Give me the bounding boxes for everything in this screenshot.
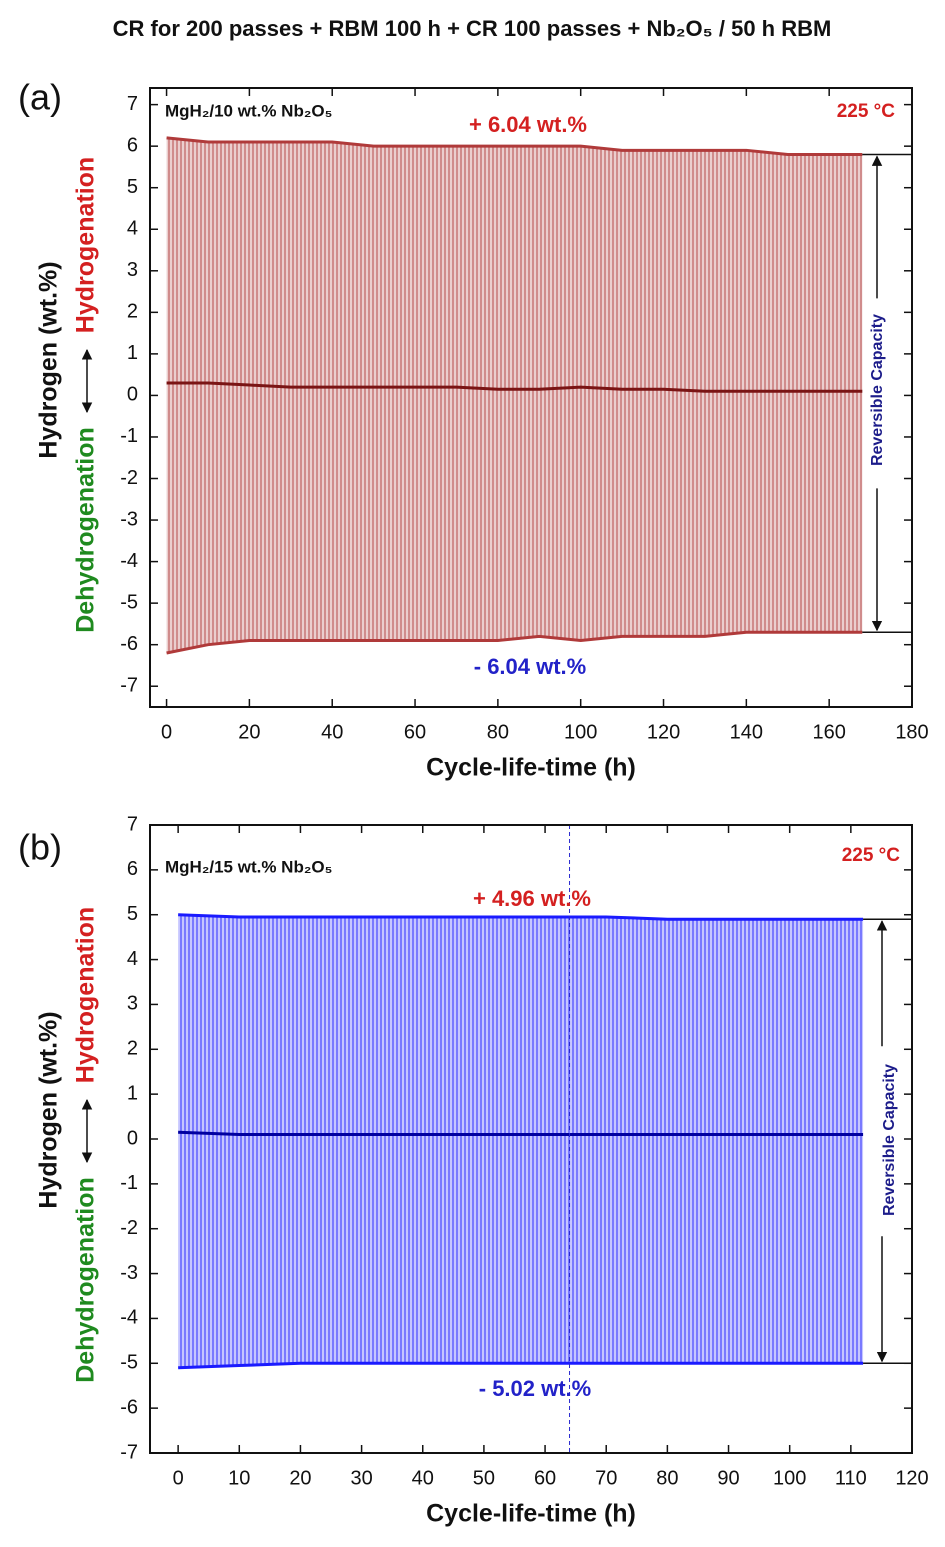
- band-fill: [166, 137, 863, 653]
- x-axis-title: Cycle-life-time (h): [426, 754, 636, 782]
- y-tick-label: 5: [127, 903, 138, 925]
- y-tick-label: 0: [127, 384, 138, 406]
- capacity-label: Reversible Capacity: [869, 314, 886, 466]
- x-tick-label: 80: [487, 721, 509, 743]
- x-tick-label: 40: [412, 1467, 434, 1489]
- y-axis-down-label: Dehydrogenation: [72, 427, 100, 633]
- x-tick-label: 20: [238, 721, 260, 743]
- y-tick-label: 1: [127, 1082, 138, 1104]
- series-line: [166, 381, 863, 393]
- x-tick-label: 0: [161, 721, 172, 743]
- y-tick-label: -7: [120, 1441, 138, 1463]
- x-tick-label: 180: [895, 721, 928, 743]
- figure-title: CR for 200 passes + RBM 100 h + CR 100 p…: [113, 16, 832, 41]
- sample-label: MgH₂/10 wt.% Nb₂O₅: [165, 101, 332, 120]
- x-tick-label: 120: [647, 721, 680, 743]
- temperature-label: 225 °C: [842, 845, 901, 866]
- y-axis-up-label: Hydrogenation: [72, 157, 100, 333]
- y-tick-label: 6: [127, 134, 138, 156]
- series-line: [178, 1361, 864, 1370]
- y-tick-label: -3: [120, 508, 138, 530]
- y-axis-up-label: Hydrogenation: [72, 907, 100, 1083]
- series-line: [178, 1130, 864, 1137]
- x-tick-label: 0: [173, 1467, 184, 1489]
- y-tick-label: -5: [120, 591, 138, 613]
- lower-label: - 6.04 wt.%: [474, 654, 586, 679]
- y-tick-label: -2: [120, 467, 138, 489]
- x-axis-title: Cycle-life-time (h): [426, 1500, 636, 1528]
- y-axis-title: Hydrogen (wt.%): [35, 1011, 63, 1208]
- y-tick-label: -7: [120, 675, 138, 697]
- y-tick-label: -6: [120, 633, 138, 655]
- x-tick-label: 10: [228, 1467, 250, 1489]
- sample-label: MgH₂/15 wt.% Nb₂O₅: [165, 857, 332, 876]
- y-tick-label: 7: [127, 93, 138, 115]
- panel-label: (b): [18, 827, 62, 868]
- y-axis-down-label: Dehydrogenation: [72, 1177, 100, 1383]
- y-tick-label: 6: [127, 858, 138, 880]
- series-line: [178, 913, 864, 921]
- plot-frame: [149, 87, 913, 708]
- y-tick-label: 4: [127, 948, 138, 970]
- capacity-label: Reversible Capacity: [881, 1064, 898, 1216]
- y-tick-label: 3: [127, 993, 138, 1015]
- x-tick-label: 50: [473, 1467, 495, 1489]
- x-tick-label: 40: [321, 721, 343, 743]
- y-axis-title: Hydrogen (wt.%): [35, 261, 63, 458]
- x-tick-label: 20: [289, 1467, 311, 1489]
- upper-label: + 6.04 wt.%: [469, 112, 587, 137]
- temperature-label: 225 °C: [837, 101, 896, 122]
- y-tick-label: -3: [120, 1262, 138, 1284]
- x-tick-label: 160: [812, 721, 845, 743]
- y-tick-label: 3: [127, 259, 138, 281]
- panel-label: (a): [18, 77, 62, 118]
- band-fill: [178, 914, 864, 1368]
- y-tick-label: -4: [120, 550, 138, 572]
- y-tick-label: -6: [120, 1396, 138, 1418]
- x-tick-label: 80: [656, 1467, 678, 1489]
- y-tick-label: -5: [120, 1352, 138, 1374]
- series-line: [166, 136, 863, 156]
- x-tick-label: 60: [534, 1467, 556, 1489]
- x-tick-label: 100: [564, 721, 597, 743]
- x-tick-label: 70: [595, 1467, 617, 1489]
- y-tick-label: -2: [120, 1217, 138, 1239]
- lower-label: - 5.02 wt.%: [479, 1376, 591, 1401]
- series-line: [166, 630, 863, 655]
- y-tick-label: 0: [127, 1127, 138, 1149]
- upper-label: + 4.96 wt.%: [473, 886, 591, 911]
- x-tick-label: 30: [350, 1467, 372, 1489]
- y-tick-label: -1: [120, 1172, 138, 1194]
- x-tick-label: 120: [895, 1467, 928, 1489]
- y-tick-label: 2: [127, 1038, 138, 1060]
- x-tick-label: 140: [730, 721, 763, 743]
- y-tick-label: 4: [127, 218, 138, 240]
- y-tick-label: 1: [127, 342, 138, 364]
- y-tick-label: 5: [127, 176, 138, 198]
- x-tick-label: 90: [717, 1467, 739, 1489]
- x-tick-label: 100: [773, 1467, 806, 1489]
- x-tick-label: 60: [404, 721, 426, 743]
- y-tick-label: 2: [127, 301, 138, 323]
- y-tick-label: -1: [120, 425, 138, 447]
- y-tick-label: -4: [120, 1307, 138, 1329]
- x-tick-label: 110: [835, 1467, 867, 1489]
- y-tick-label: 7: [127, 813, 138, 835]
